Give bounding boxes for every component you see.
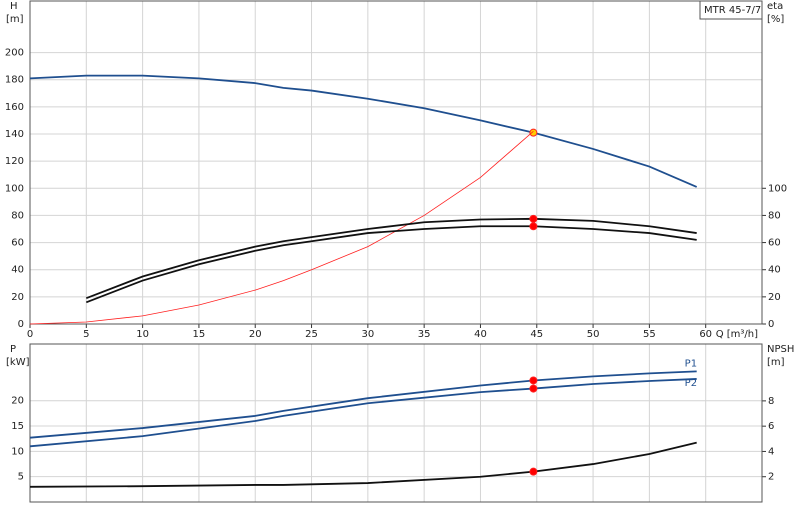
y2-tick-label: 20 <box>768 292 781 303</box>
y-axis-label: [m] <box>6 14 24 25</box>
x-tick-label: 0 <box>27 329 33 340</box>
y-tick-label: 20 <box>11 396 24 407</box>
y-axis-label: H <box>10 1 18 12</box>
y2-tick-label: 6 <box>768 421 774 432</box>
series-line <box>29 370 697 439</box>
y-tick-label: 180 <box>5 75 24 86</box>
y-axis-label: P <box>10 344 16 355</box>
duty-point <box>529 214 538 223</box>
x-tick-label: 45 <box>530 329 543 340</box>
series-line <box>85 217 697 300</box>
series-line <box>29 74 698 188</box>
y-axis-label: [kW] <box>6 357 30 368</box>
y2-tick-label: 2 <box>768 472 774 483</box>
duty-point <box>529 376 538 385</box>
y-tick-label: 80 <box>11 210 24 221</box>
duty-point <box>529 467 538 476</box>
series-label: P1 <box>685 358 697 369</box>
y-tick-label: 40 <box>11 265 24 276</box>
legend-box <box>699 0 763 20</box>
y2-tick-label: 60 <box>768 238 781 249</box>
y-tick-label: 0 <box>18 319 24 330</box>
x-tick-label: 55 <box>643 329 656 340</box>
series-line <box>29 378 697 448</box>
x-axis-label: Q [m³/h] <box>716 329 758 340</box>
y2-tick-label: 8 <box>768 396 774 407</box>
x-tick-label: 35 <box>418 329 431 340</box>
x-tick-label: 20 <box>249 329 262 340</box>
legend-text: MTR 45-7/7 <box>704 5 761 16</box>
duty-point <box>529 384 538 393</box>
y-tick-label: 20 <box>11 292 24 303</box>
y2-tick-label: 4 <box>768 446 774 457</box>
y-tick-label: 200 <box>5 48 24 59</box>
y2-tick-label: 80 <box>768 210 781 221</box>
plot-frame <box>29 0 763 325</box>
y2-tick-label: 0 <box>768 319 774 330</box>
series-label: P2 <box>685 378 697 389</box>
x-tick-label: 10 <box>136 329 149 340</box>
x-tick-label: 15 <box>193 329 206 340</box>
y-tick-label: 160 <box>5 102 24 113</box>
series-line <box>85 225 697 304</box>
y2-axis-label: NPSH <box>767 344 794 355</box>
y2-axis-label: [m] <box>767 357 785 368</box>
plot-frame <box>29 343 763 503</box>
y2-tick-label: 100 <box>768 183 787 194</box>
y2-axis-label: eta <box>767 1 783 12</box>
x-tick-label: 5 <box>83 329 89 340</box>
y-tick-label: 10 <box>11 446 24 457</box>
duty-point <box>529 222 538 231</box>
x-tick-label: 50 <box>587 329 600 340</box>
x-tick-label: 30 <box>361 329 374 340</box>
y-tick-label: 120 <box>5 156 24 167</box>
y-tick-label: 100 <box>5 183 24 194</box>
x-tick-label: 25 <box>305 329 318 340</box>
series-line <box>29 441 697 488</box>
y-tick-label: 60 <box>11 238 24 249</box>
series-line <box>29 130 534 325</box>
y2-axis-label: [%] <box>767 14 784 25</box>
y-tick-label: 140 <box>5 129 24 140</box>
y-tick-label: 5 <box>18 472 24 483</box>
x-tick-label: 40 <box>474 329 487 340</box>
y-tick-label: 15 <box>11 421 24 432</box>
duty-point <box>529 128 538 137</box>
y2-tick-label: 40 <box>768 265 781 276</box>
x-tick-label: 60 <box>699 329 712 340</box>
